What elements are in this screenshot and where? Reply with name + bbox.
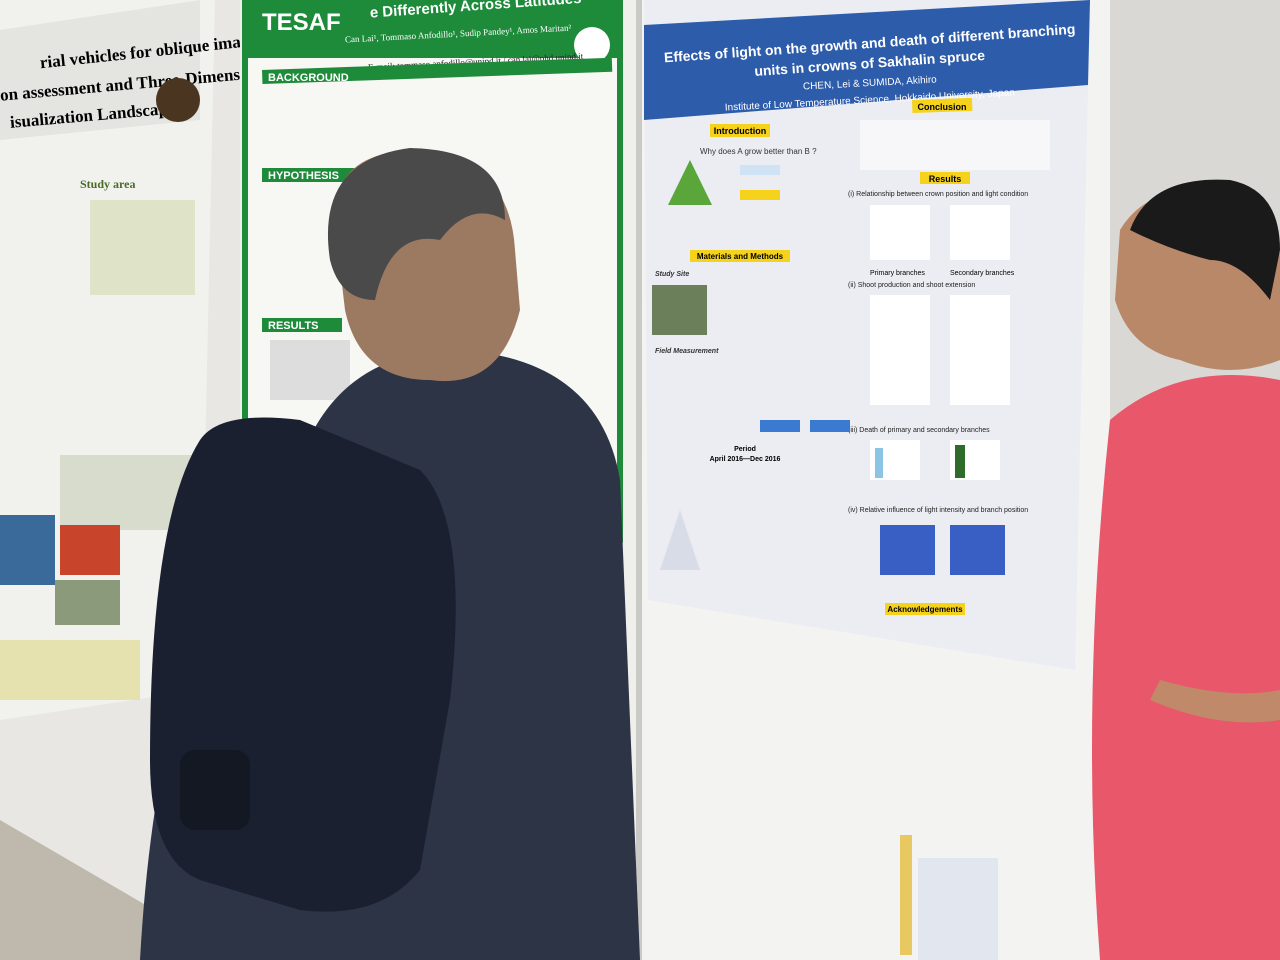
section-bar [920, 172, 970, 184]
poster-header [248, 0, 618, 58]
subsection-heading: Field Measurement [655, 348, 719, 355]
results-panel-title: (iii) Death of primary and secondary bra… [848, 427, 990, 434]
bar-shape [875, 448, 883, 478]
section-bar [690, 250, 790, 262]
section-heading: Study area [80, 177, 135, 191]
plot [950, 205, 1010, 260]
flyer [918, 858, 998, 960]
plot-label: Primary branches [870, 270, 925, 277]
text-box [860, 120, 1050, 170]
bar-shape [955, 445, 965, 478]
image [60, 525, 120, 575]
person-left [140, 148, 640, 960]
poster-header [644, 0, 1090, 120]
plot [950, 525, 1005, 575]
section-heading: BACKGROUND [268, 72, 349, 84]
section-bar [262, 168, 362, 182]
right-poster: Effects of light on the growth and death… [644, 0, 1090, 670]
poster-header [0, 0, 200, 140]
period-label: Period [734, 446, 756, 453]
subsection-heading: Study Site [655, 271, 689, 278]
logo [574, 27, 610, 63]
plot [870, 295, 930, 405]
backpack-pocket [180, 750, 250, 830]
panel-divider [636, 0, 642, 960]
tree-icon [668, 160, 712, 205]
section-bar [262, 57, 613, 84]
hair [327, 148, 505, 300]
intro-question: Why does A grow better than B ? [700, 147, 817, 156]
period: April 2016—Dec 2016 [710, 456, 781, 463]
section-heading: Materials and Methods [697, 252, 784, 261]
section-heading: Acknowledgements [887, 605, 963, 614]
section-heading: Conclusion [918, 102, 967, 112]
section-bar [911, 97, 973, 113]
label-box [740, 165, 780, 175]
label-box [760, 420, 800, 432]
poster-logo: TESAF [262, 9, 341, 36]
section-heading: Results [929, 174, 962, 184]
results-panel-title: (ii) Shoot production and shoot extensio… [848, 282, 975, 289]
logo [156, 78, 200, 122]
arm [1150, 680, 1280, 723]
section-bar [710, 124, 770, 137]
section-heading: HYPOTHESIS [268, 170, 339, 182]
flyer-holder [900, 835, 912, 955]
plot [870, 205, 930, 260]
photo [652, 285, 707, 335]
person-right [1092, 179, 1280, 960]
results-panel-title: (i) Relationship between crown position … [848, 191, 1028, 198]
diagram [660, 510, 700, 570]
map [90, 200, 195, 295]
section-heading: RESULTS [268, 320, 319, 332]
plot [950, 295, 1010, 405]
text-box [0, 640, 140, 700]
plot [270, 340, 350, 400]
section-bar [885, 603, 965, 615]
backpack [150, 417, 456, 912]
hair [1130, 179, 1280, 300]
results-panel-title: (iv) Relative influence of light intensi… [848, 507, 1028, 514]
image [0, 515, 55, 585]
section-bar [262, 318, 342, 332]
plot-label: Secondary branches [950, 270, 1015, 277]
plot [880, 525, 935, 575]
label-box [810, 420, 850, 432]
shirt [1092, 375, 1280, 960]
image [55, 580, 120, 625]
label-box [740, 190, 780, 200]
section-heading: Introduction [714, 126, 767, 136]
